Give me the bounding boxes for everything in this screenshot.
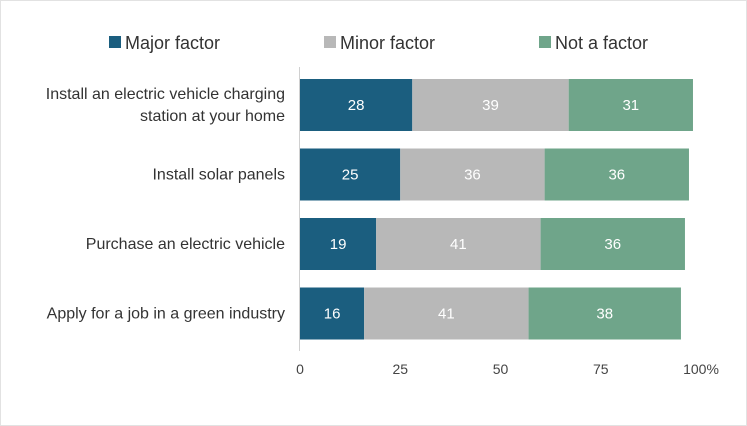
data-label: 41: [438, 306, 455, 323]
bar-segment: [300, 148, 401, 201]
data-label: 36: [604, 236, 621, 253]
legend-swatch: [539, 36, 551, 48]
bar-segment: [412, 79, 569, 131]
x-tick-label: 50: [493, 361, 509, 377]
bar-segment: [400, 148, 545, 201]
bar-segment: [528, 287, 681, 340]
bar-segment: [568, 79, 693, 131]
category-label: station at your home: [140, 108, 285, 125]
legend-label: Not a factor: [555, 33, 648, 53]
bar-segment: [300, 218, 377, 270]
x-tick-label: 100%: [683, 361, 719, 377]
bar-segment: [300, 287, 365, 340]
data-label: 28: [348, 97, 365, 114]
x-tick-label: 25: [392, 361, 408, 377]
category-label: Install solar panels: [152, 167, 285, 184]
x-tick-label: 75: [593, 361, 609, 377]
data-label: 16: [324, 306, 341, 323]
legend-swatch: [324, 36, 336, 48]
legend-label: Minor factor: [340, 33, 435, 53]
data-label: 36: [464, 167, 481, 184]
bar-segment: [364, 287, 529, 340]
category-label: Apply for a job in a green industry: [47, 306, 285, 323]
data-label: 39: [482, 97, 499, 114]
category-label: Purchase an electric vehicle: [86, 236, 285, 253]
data-label: 41: [450, 236, 467, 253]
data-label: 31: [622, 97, 639, 114]
bar-segment: [376, 218, 541, 270]
bar-segment: [540, 218, 685, 270]
x-tick-label: 0: [296, 361, 304, 377]
legend-label: Major factor: [125, 33, 220, 53]
data-label: 36: [608, 167, 625, 184]
data-label: 19: [330, 236, 347, 253]
legend-swatch: [109, 36, 121, 48]
data-label: 38: [596, 306, 613, 323]
data-label: 25: [342, 167, 359, 184]
bar-segment: [544, 148, 689, 201]
category-label: Install an electric vehicle charging: [46, 86, 285, 103]
bar-segment: [300, 79, 413, 131]
